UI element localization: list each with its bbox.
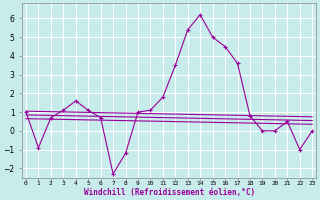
X-axis label: Windchill (Refroidissement éolien,°C): Windchill (Refroidissement éolien,°C) — [84, 188, 255, 197]
